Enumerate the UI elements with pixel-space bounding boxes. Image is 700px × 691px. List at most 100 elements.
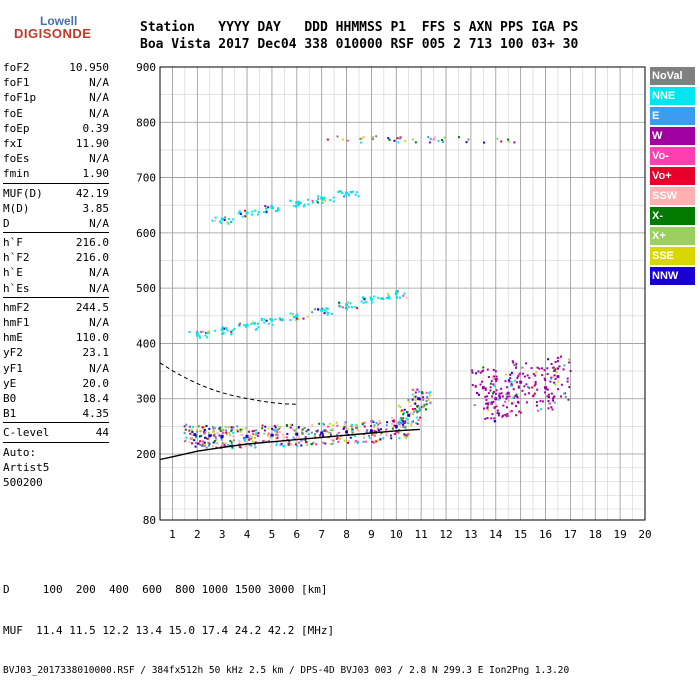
echo-point xyxy=(471,369,474,372)
echo-point xyxy=(370,301,373,304)
plot-frame xyxy=(159,66,646,521)
echo-point xyxy=(521,389,524,392)
y-tick-label: 400 xyxy=(136,337,156,350)
echo-point xyxy=(230,426,233,429)
echo-point xyxy=(554,361,557,364)
echo-point xyxy=(357,429,360,432)
echo-point xyxy=(398,423,401,426)
echo-point xyxy=(533,392,536,395)
echo-point xyxy=(195,442,198,445)
echo-point xyxy=(189,432,192,435)
echo-point xyxy=(514,364,517,367)
echo-point xyxy=(243,209,246,212)
echo-point xyxy=(441,139,444,142)
echo-point xyxy=(387,295,390,298)
echo-point xyxy=(412,388,415,391)
echo-point xyxy=(411,388,414,391)
echo-point xyxy=(205,425,208,428)
echo-point xyxy=(274,318,277,321)
param-row: h`F2 216.0 xyxy=(3,250,109,265)
echo-point xyxy=(258,211,261,214)
echo-point xyxy=(196,442,199,445)
echo-point xyxy=(221,442,224,445)
echo-point xyxy=(250,323,253,326)
echo-point xyxy=(271,427,274,430)
echo-point xyxy=(277,431,280,434)
echo-point xyxy=(331,442,334,445)
logo-digisonde: DIGISONDE xyxy=(14,26,92,41)
trace-point xyxy=(369,429,373,433)
echo-point xyxy=(484,388,487,391)
echo-point xyxy=(497,414,500,417)
echo-point xyxy=(419,398,422,401)
echo-point xyxy=(404,421,407,424)
echo-point xyxy=(486,406,489,409)
echo-point xyxy=(553,401,556,404)
echo-point xyxy=(267,432,270,435)
x-tick-label: 9 xyxy=(368,528,375,541)
echo-point xyxy=(330,438,333,441)
echo-point xyxy=(303,203,306,206)
echo-point xyxy=(198,435,201,438)
echo-point xyxy=(254,433,257,436)
y-tick-label: 800 xyxy=(136,116,156,129)
echo-point xyxy=(306,443,309,446)
echo-point xyxy=(305,441,308,444)
echo-point xyxy=(203,430,206,433)
echo-point xyxy=(370,420,373,423)
echo-point xyxy=(232,218,235,221)
echo-point xyxy=(550,406,553,409)
echo-point xyxy=(218,427,221,430)
echo-point xyxy=(231,443,234,446)
echo-point xyxy=(558,365,561,368)
echo-point xyxy=(317,308,320,311)
echo-point xyxy=(395,290,398,293)
echo-point xyxy=(517,375,520,378)
echo-point xyxy=(339,305,342,308)
echo-point xyxy=(212,425,215,428)
echo-point xyxy=(490,380,493,383)
echo-point xyxy=(541,367,544,370)
echo-point xyxy=(329,199,332,202)
trace-point xyxy=(295,314,299,318)
echo-point xyxy=(278,427,281,430)
echo-point xyxy=(493,375,496,378)
echo-point xyxy=(507,399,510,402)
param-row: h`F 216.0 xyxy=(3,235,109,250)
echo-point xyxy=(552,375,555,378)
echo-point xyxy=(207,444,210,447)
echo-point xyxy=(388,138,391,141)
echo-point xyxy=(345,307,348,310)
echo-point xyxy=(277,207,280,210)
param-row: h`Es N/A xyxy=(3,281,109,296)
echo-point xyxy=(363,421,366,424)
echo-point xyxy=(372,420,375,423)
echo-point xyxy=(261,424,264,427)
echo-point xyxy=(509,384,512,387)
trace-point xyxy=(195,331,199,335)
echo-point xyxy=(354,440,357,443)
echo-point xyxy=(514,379,517,382)
echo-point xyxy=(406,435,409,438)
echo-point xyxy=(379,297,382,300)
echo-point xyxy=(279,443,282,446)
echo-point xyxy=(336,433,339,436)
echo-point xyxy=(225,328,228,331)
echo-point xyxy=(559,395,562,398)
param-label: foF1p xyxy=(3,91,37,105)
echo-point xyxy=(292,428,295,431)
legend-item-e: E xyxy=(650,107,695,125)
echo-point xyxy=(224,426,227,429)
param-value: N/A xyxy=(89,216,109,230)
echo-point xyxy=(515,393,518,396)
echo-point xyxy=(423,403,426,406)
echo-point xyxy=(344,421,347,424)
echo-point xyxy=(239,446,242,449)
echo-point xyxy=(191,437,194,440)
echo-point xyxy=(496,409,499,412)
echo-point xyxy=(311,311,314,314)
echo-point xyxy=(422,398,425,401)
param-label: M(D) xyxy=(3,201,30,215)
param-label: fxI xyxy=(3,136,23,150)
echo-point xyxy=(415,421,418,424)
